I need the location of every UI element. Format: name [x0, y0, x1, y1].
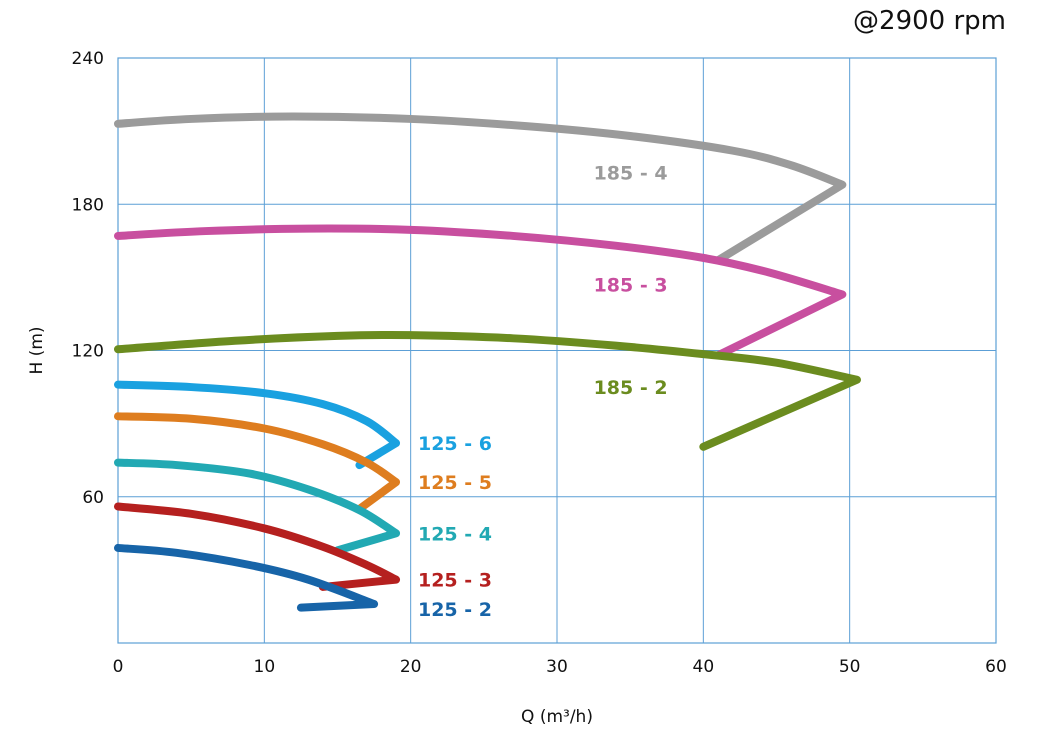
series-line-7 [114, 543, 379, 612]
series-labels: 185 - 4 185 - 3 185 - 2 125 - 6 125 - 5 125 -… [418, 163, 668, 621]
x-axis-title: Q (m³/h) [521, 707, 593, 727]
y-tick-label-0: 60 [82, 488, 104, 508]
series-line-6 [114, 502, 401, 591]
series-label-2: 185 - 2 [594, 377, 668, 399]
series-label-1: 185 - 3 [594, 275, 668, 297]
series-label-0: 185 - 4 [594, 163, 668, 185]
series-label-7: 125 - 2 [418, 599, 492, 621]
x-tick-label-0: 0 [113, 657, 124, 677]
series-label-5: 125 - 4 [418, 523, 492, 545]
x-tick-label-2: 20 [400, 657, 422, 677]
y-tick-label-3: 240 [72, 49, 104, 69]
y-axis-title: H (m) [27, 326, 47, 374]
series-line-1 [114, 224, 847, 360]
series-line-3 [114, 380, 401, 470]
series-line-0 [114, 112, 847, 265]
series-label-3: 125 - 6 [418, 433, 492, 455]
series-label-4: 125 - 5 [418, 472, 492, 494]
y-tick-label-2: 180 [72, 195, 104, 215]
series-line-5 [114, 458, 401, 555]
tick-labels: 0 10 20 30 40 50 60 60 120 180 240 [72, 49, 1007, 677]
x-tick-label-3: 30 [546, 657, 568, 677]
y-tick-label-1: 120 [72, 342, 104, 362]
x-tick-label-4: 40 [693, 657, 715, 677]
x-tick-label-1: 10 [254, 657, 276, 677]
speed-label: @2900 rpm [853, 6, 1006, 36]
series-line-4 [114, 412, 401, 513]
series-label-6: 125 - 3 [418, 570, 492, 592]
series-lines [114, 112, 861, 612]
x-tick-label-5: 50 [839, 657, 861, 677]
x-tick-label-6: 60 [985, 657, 1007, 677]
grid-lines [118, 58, 996, 643]
series-line-2 [114, 330, 861, 451]
